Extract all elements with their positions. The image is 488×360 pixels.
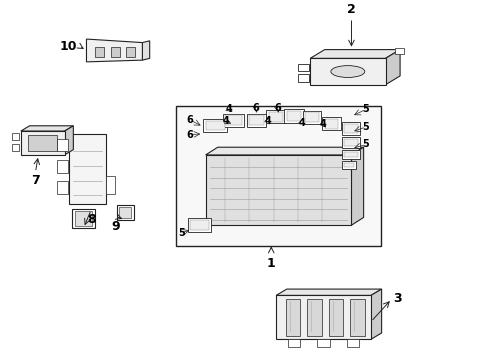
Text: 4: 4 [222,116,229,126]
Bar [205,121,224,130]
Bar [344,139,357,146]
Bar [21,131,64,155]
Bar [341,161,356,169]
Bar [205,155,351,225]
Ellipse shape [330,66,364,77]
Bar [72,209,95,228]
Bar [75,211,92,226]
Text: 6: 6 [186,130,193,140]
Bar [309,58,385,85]
Text: 7: 7 [31,174,40,187]
Bar [246,113,266,127]
Bar [306,299,321,336]
Bar [249,115,264,125]
Bar [322,117,340,130]
Bar [344,124,357,133]
Bar [268,112,283,122]
Polygon shape [205,147,363,155]
Text: 5: 5 [362,139,368,149]
Bar [349,299,364,336]
Bar [344,152,357,157]
Text: 9: 9 [111,220,120,233]
Text: 5: 5 [178,228,184,238]
Bar [297,74,308,82]
Bar [224,115,242,125]
Text: 2: 2 [346,3,355,16]
Bar [116,205,133,220]
Text: 3: 3 [392,292,401,305]
Polygon shape [276,289,381,296]
Bar [190,220,208,230]
Bar [126,47,135,57]
Bar [346,339,358,347]
Bar [187,218,210,232]
Bar [106,176,115,194]
Bar [57,160,68,172]
Polygon shape [21,126,73,131]
Text: 1: 1 [266,257,275,270]
Bar [203,119,227,132]
Polygon shape [351,147,363,225]
Bar [57,139,68,152]
Bar [111,47,119,57]
Bar [284,109,303,123]
Bar [57,181,68,194]
Bar [28,135,57,152]
Text: 6: 6 [274,103,281,113]
Text: 4: 4 [264,116,271,126]
Bar [341,122,360,135]
Bar [176,106,380,246]
Polygon shape [142,41,149,60]
Polygon shape [370,289,381,339]
Polygon shape [309,50,399,58]
Text: 4: 4 [298,118,305,128]
Bar [324,119,338,129]
Text: 4: 4 [225,104,232,114]
Polygon shape [385,50,399,85]
Text: 8: 8 [87,213,96,226]
Polygon shape [64,126,73,155]
Bar [222,113,244,127]
Bar [394,48,403,54]
Bar [286,111,301,121]
Bar [285,299,300,336]
Bar [328,299,343,336]
Bar [344,163,353,167]
Bar [266,110,285,123]
Text: 4: 4 [319,119,326,129]
Bar [287,339,300,347]
Text: 10: 10 [59,40,77,53]
Text: 6: 6 [252,103,259,113]
Bar [12,144,20,151]
Bar [317,339,329,347]
Bar [119,207,131,218]
Text: 5: 5 [362,122,368,132]
Bar [95,47,104,57]
Bar [341,138,360,148]
Bar [305,112,318,122]
Bar [69,134,106,204]
Text: 6: 6 [186,115,193,125]
Bar [276,296,370,339]
Polygon shape [86,39,142,62]
Bar [297,64,308,71]
Bar [302,111,321,124]
Bar [12,133,20,140]
Text: 5: 5 [362,104,368,114]
Bar [341,150,360,159]
